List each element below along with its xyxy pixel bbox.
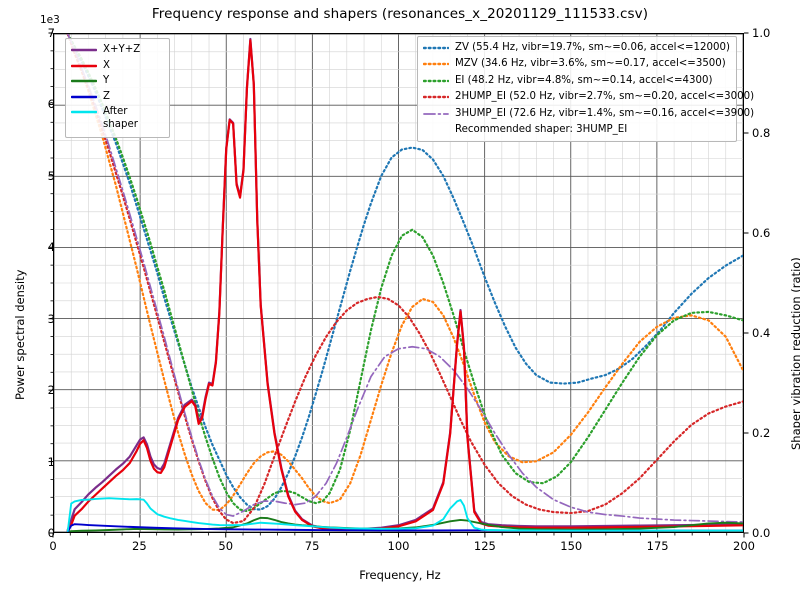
legend-item-x[interactable]: X — [70, 59, 163, 75]
x-tick-label: 0 — [49, 539, 57, 553]
recommended-shaper-note: Recommended shaper: 3HUMP_EI — [455, 123, 628, 135]
legend-item-label: Y — [103, 75, 110, 87]
y-axis-exponent-label: 1e3 — [40, 14, 60, 26]
legend-line-swatch — [422, 57, 450, 71]
y-tick-label-right: 0.4 — [752, 326, 771, 340]
legend-item-zv[interactable]: ZV (55.4 Hz, vibr=19.7%, sm~=0.06, accel… — [422, 41, 730, 57]
x-tick-label: 125 — [473, 539, 496, 553]
legend-item-label: EI (48.2 Hz, vibr=4.8%, sm~=0.14, accel<… — [455, 74, 713, 86]
legend-line-swatch — [70, 105, 98, 119]
curve-mzv — [66, 34, 743, 512]
legend-item-mzv[interactable]: MZV (34.6 Hz, vibr=3.6%, sm~=0.17, accel… — [422, 57, 730, 73]
legend-item-label: ZV (55.4 Hz, vibr=19.7%, sm~=0.06, accel… — [455, 42, 730, 53]
y-tick-label-right: 0.8 — [752, 126, 771, 140]
y-tick-label-right: 1.0 — [752, 26, 771, 40]
legend-line-swatch — [422, 90, 450, 104]
chart-title: Frequency response and shapers (resonanc… — [151, 6, 649, 22]
legend-item-label: Z — [103, 90, 110, 102]
legend-item-2hump-ei[interactable]: 2HUMP_EI (52.0 Hz, vibr=2.7%, sm~=0.20, … — [422, 90, 754, 106]
legend-item-label: X+Y+Z — [103, 44, 141, 55]
x-tick-label: 175 — [646, 539, 669, 553]
legend-line-swatch — [70, 90, 98, 104]
legend-item-ei[interactable]: EI (48.2 Hz, vibr=4.8%, sm~=0.14, accel<… — [422, 74, 730, 90]
legend-line-swatch — [70, 74, 98, 88]
legend-line-swatch — [70, 59, 98, 73]
curve-ei — [66, 34, 743, 513]
curve-x — [66, 39, 743, 532]
x-tick-label: 200 — [733, 539, 755, 553]
legend-item-after-shaper[interactable]: After shaper — [70, 105, 163, 133]
legend-item-label: MZV (34.6 Hz, vibr=3.6%, sm~=0.17, accel… — [455, 58, 726, 70]
legend-item-label: X — [103, 59, 110, 71]
x-axis-label: Frequency, Hz — [359, 568, 441, 582]
x-tick-label: 25 — [132, 539, 147, 553]
legend-item-label: 3HUMP_EI (72.6 Hz, vibr=1.4%, sm~=0.16, … — [455, 107, 755, 119]
legend-psd[interactable]: X+Y+Z X Y Z After shaper — [65, 38, 170, 139]
y-axis-label-left: Power spectral density — [13, 269, 27, 400]
y-tick-label-right: 0.2 — [752, 426, 771, 440]
legend-shapers[interactable]: ZV (55.4 Hz, vibr=19.7%, sm~=0.06, accel… — [417, 36, 754, 142]
legend-line-swatch — [423, 107, 449, 121]
curve-3hump-ei — [66, 34, 743, 523]
legend-item-label: 2HUMP_EI (52.0 Hz, vibr=2.7%, sm~=0.20, … — [455, 91, 755, 103]
curve-2hump-ei — [66, 34, 743, 525]
legend-line-swatch — [422, 74, 450, 88]
curve-zv — [66, 34, 743, 511]
legend-item-y[interactable]: Y — [70, 74, 163, 90]
x-tick-label: 50 — [218, 539, 234, 553]
x-tick-label: 100 — [387, 539, 410, 553]
curve-after-shaper — [66, 497, 743, 532]
legend-line-swatch — [70, 43, 98, 57]
legend-item-z[interactable]: Z — [70, 90, 163, 106]
legend-item-3hump-ei[interactable]: 3HUMP_EI (72.6 Hz, vibr=1.4%, sm~=0.16, … — [423, 107, 754, 123]
y-tick-label-right: 0.6 — [752, 226, 771, 240]
data-curves — [66, 34, 743, 532]
x-tick-label: 75 — [304, 539, 320, 553]
legend-line-swatch — [422, 41, 450, 55]
legend-item-x-y-z[interactable]: X+Y+Z — [70, 43, 163, 59]
x-tick-label: 150 — [560, 539, 583, 553]
y-axis-label-right: Shaper vibration reduction (ratio) — [789, 257, 800, 450]
legend-item-label: After shaper — [103, 106, 138, 131]
y-tick-label-right: 0.0 — [752, 526, 771, 540]
